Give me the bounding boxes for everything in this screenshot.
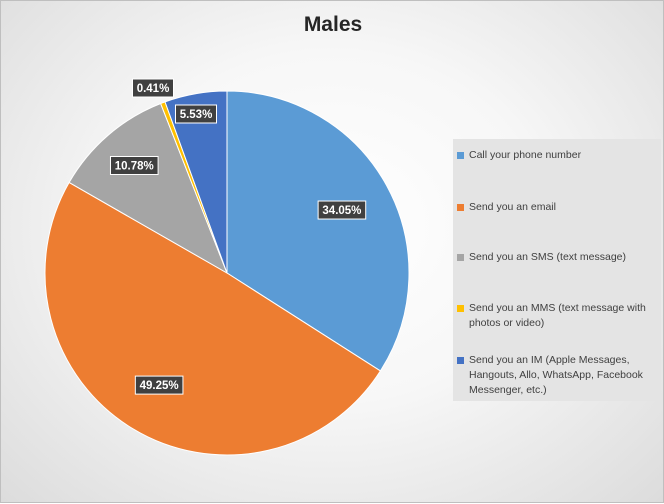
legend-label: Call your phone number (469, 149, 582, 161)
legend-swatch (457, 305, 464, 312)
legend-item-1: Call your phone number (457, 148, 657, 163)
pie-slice-1 (226, 90, 410, 372)
svg-text:0.41%: 0.41% (137, 83, 170, 95)
legend-swatch (457, 204, 464, 211)
legend-swatch (457, 357, 464, 364)
legend-item-3: Send you an SMS (text message) (457, 250, 657, 265)
svg-text:49.25%: 49.25% (140, 380, 179, 392)
legend-label: Send you an SMS (text message) (469, 251, 626, 263)
legend-item-5: Send you an IM (Apple Messages, Hangouts… (457, 353, 657, 398)
legend-item-4: Send you an MMS (text message with photo… (457, 301, 657, 331)
svg-text:5.53%: 5.53% (180, 109, 213, 121)
legend-item-2: Send you an email (457, 200, 657, 215)
data-label-1: 34.05% (317, 200, 367, 220)
svg-text:34.05%: 34.05% (322, 205, 361, 217)
legend-label: Send you an IM (Apple Messages, Hangouts… (469, 354, 643, 396)
pie-slice-3 (68, 102, 228, 275)
svg-text:10.78%: 10.78% (115, 161, 154, 173)
data-label-5: 5.53% (175, 104, 217, 124)
pie-slice-5 (164, 90, 228, 274)
legend-swatch (457, 254, 464, 261)
pie-slice-2 (44, 181, 382, 456)
data-label-3: 10.78% (109, 156, 159, 176)
chart-title: Males (303, 13, 363, 36)
data-label-2: 49.25% (134, 375, 184, 395)
data-label-4: 0.41% (132, 78, 174, 98)
legend-label: Send you an MMS (text message with photo… (469, 302, 646, 329)
legend: Call your phone number Send you an email S… (453, 139, 661, 401)
legend-swatch (457, 152, 464, 159)
legend-label: Send you an email (469, 201, 556, 213)
